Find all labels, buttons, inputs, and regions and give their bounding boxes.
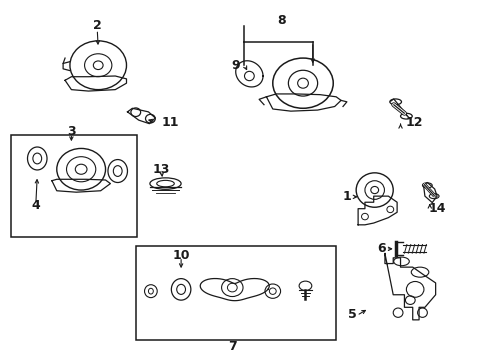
Text: 11: 11 — [161, 116, 179, 129]
Bar — [136, 246, 335, 339]
Text: 3: 3 — [67, 125, 76, 138]
Text: 10: 10 — [172, 249, 189, 262]
Text: 13: 13 — [153, 163, 170, 176]
Text: 14: 14 — [427, 202, 445, 215]
Text: 5: 5 — [347, 308, 356, 321]
Bar — [11, 135, 137, 237]
Text: 7: 7 — [227, 340, 236, 353]
Text: 4: 4 — [31, 199, 40, 212]
Text: 1: 1 — [342, 190, 351, 203]
Text: 9: 9 — [230, 59, 239, 72]
Text: 2: 2 — [93, 19, 102, 32]
Text: 6: 6 — [377, 242, 385, 255]
Text: 12: 12 — [405, 116, 422, 129]
Text: 8: 8 — [276, 14, 285, 27]
